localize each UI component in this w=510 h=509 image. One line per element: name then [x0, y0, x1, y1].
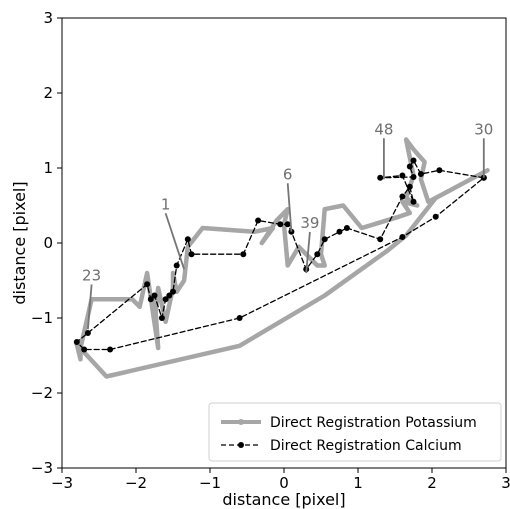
x-tick-label: 2	[427, 474, 437, 492]
data-point	[81, 346, 88, 353]
x-tick-label: 3	[501, 474, 510, 492]
x-tick-label: −1	[199, 474, 221, 492]
annotation-label: 23	[82, 267, 101, 285]
x-tick-label: −2	[125, 474, 147, 492]
series-line-potassium	[74, 137, 490, 379]
data-point	[277, 221, 284, 228]
data-point	[321, 236, 328, 243]
data-point	[377, 236, 384, 243]
annotation-label: 39	[300, 214, 319, 232]
data-point	[336, 228, 343, 235]
data-point	[184, 236, 191, 243]
x-tick-label: −3	[51, 474, 73, 492]
annotation-arrow	[164, 212, 185, 270]
data-point	[432, 213, 439, 220]
annotation-label: 48	[374, 120, 393, 138]
annotation-label: 6	[283, 165, 293, 183]
data-point	[73, 339, 80, 345]
y-tick-label: −1	[31, 309, 53, 327]
data-point	[284, 221, 291, 228]
x-axis-title: distance [pixel]	[222, 490, 345, 509]
data-point	[107, 346, 114, 353]
legend-label-potassium: Direct Registration Potassium	[270, 415, 477, 431]
data-point	[436, 167, 443, 174]
data-point	[406, 183, 413, 190]
data-point	[166, 292, 173, 299]
y-tick-label: −2	[31, 384, 53, 402]
annotation-label: 1	[161, 195, 171, 213]
y-axis-title: distance [pixel]	[10, 181, 29, 304]
data-point	[410, 198, 417, 205]
data-point	[170, 288, 176, 295]
legend-label-calcium: Direct Registration Calcium	[270, 438, 462, 454]
legend: Direct Registration Potassium Direct Reg…	[208, 402, 502, 462]
y-tick-label: 3	[43, 9, 53, 27]
data-point	[399, 193, 406, 200]
data-point	[399, 172, 406, 179]
y-tick-label: 2	[43, 84, 53, 102]
data-point	[151, 292, 158, 299]
data-point	[144, 281, 151, 288]
data-point	[188, 251, 195, 258]
x-tick-label: 0	[279, 474, 289, 492]
legend-marker-calcium	[238, 442, 244, 448]
y-axis: −3 −2 −1 0 1 2 3	[31, 9, 62, 477]
data-point	[236, 315, 243, 321]
x-axis: −3 −2 −1 0 1 2 3	[51, 468, 510, 492]
data-point	[410, 157, 417, 164]
annotation-label: 30	[474, 120, 493, 138]
data-point	[406, 163, 413, 170]
data-point	[314, 251, 321, 258]
data-point	[417, 171, 424, 177]
data-point	[343, 225, 350, 231]
data-point	[158, 315, 165, 321]
data-point	[255, 217, 262, 224]
data-point	[173, 262, 180, 269]
series-layer	[73, 137, 490, 379]
annotation-arrow	[305, 231, 311, 274]
annotation-layer: 1 6 39 48 30 23	[82, 120, 493, 330]
annotation-arrow	[286, 183, 293, 232]
legend-marker-potassium	[238, 419, 244, 425]
series-line-calcium	[76, 159, 485, 351]
data-point	[399, 234, 406, 240]
x-tick-label: 1	[353, 474, 363, 492]
data-point	[147, 296, 154, 303]
y-tick-label: 0	[43, 234, 53, 252]
annotation-arrow	[87, 284, 93, 330]
data-point	[377, 174, 384, 181]
data-point	[162, 296, 169, 303]
data-point	[84, 330, 91, 336]
data-point	[240, 251, 247, 258]
y-tick-label: −3	[31, 459, 53, 477]
data-point	[410, 174, 417, 180]
y-tick-label: 1	[43, 159, 53, 177]
legend-box	[208, 402, 502, 462]
